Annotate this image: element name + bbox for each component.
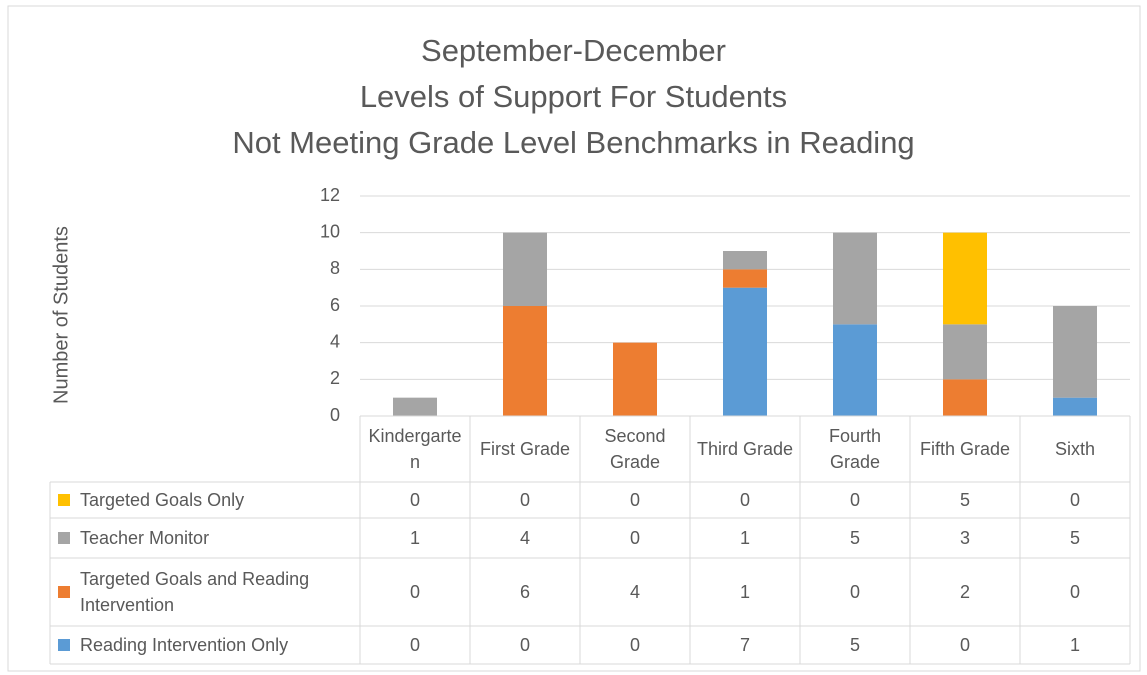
- bar-segment: [503, 232, 547, 306]
- y-tick-label: 0: [330, 405, 340, 425]
- table-value: 0: [409, 582, 420, 602]
- table-value: 0: [629, 528, 640, 548]
- table-value: 5: [1069, 528, 1080, 548]
- y-axis-label: Number of Students: [50, 226, 72, 404]
- bar-segment: [613, 342, 657, 416]
- table-value: 6: [519, 582, 530, 602]
- legend-swatch: [58, 639, 70, 651]
- category-label: Fourth Grade: [828, 426, 882, 472]
- table-value: 5: [959, 490, 970, 510]
- table-value: 0: [739, 490, 750, 510]
- y-tick-label: 6: [330, 295, 340, 315]
- series-name: Reading Intervention Only: [80, 635, 289, 655]
- chart-border: [7, 5, 1141, 672]
- table-value: 1: [409, 528, 420, 548]
- bar-segment: [503, 306, 547, 416]
- table-value: 0: [1069, 582, 1080, 602]
- category-label: First Grade: [479, 439, 571, 459]
- table-value: 5: [849, 635, 860, 655]
- y-tick-label: 2: [330, 368, 340, 388]
- series-name: Targeted Goals and Reading Intervention: [80, 569, 310, 615]
- table-value: 1: [739, 528, 750, 548]
- bar-segment: [943, 324, 987, 380]
- table-value: 0: [629, 635, 640, 655]
- table-value: 0: [519, 490, 530, 510]
- y-tick-label: 12: [320, 185, 340, 205]
- y-tick-label: 4: [330, 331, 340, 351]
- bar-segment: [1053, 397, 1097, 416]
- y-tick-label: 10: [320, 221, 340, 241]
- y-tick-label: 8: [330, 258, 340, 278]
- table-value: 3: [959, 528, 970, 548]
- series-name: Targeted Goals Only: [80, 490, 245, 510]
- table-value: 4: [519, 528, 530, 548]
- table-value: 0: [629, 490, 640, 510]
- category-label: Kindergarten: [368, 426, 462, 472]
- bar-segment: [833, 232, 877, 325]
- category-label: Sixth: [1054, 439, 1096, 459]
- category-label: Second Grade: [604, 426, 666, 472]
- table-value: 0: [1069, 490, 1080, 510]
- bar-segment: [1053, 306, 1097, 398]
- table-value: 1: [1069, 635, 1080, 655]
- bar-segment: [723, 287, 767, 416]
- table-value: 0: [849, 582, 860, 602]
- bar-segment: [723, 269, 767, 288]
- table-value: 4: [629, 582, 640, 602]
- bar-segment: [393, 397, 437, 416]
- table-value: 2: [959, 582, 970, 602]
- bar-segment: [723, 251, 767, 270]
- category-label: Third Grade: [696, 439, 794, 459]
- legend-swatch: [58, 494, 70, 506]
- bar-segment: [943, 379, 987, 416]
- table-value: 0: [959, 635, 970, 655]
- chart-title: September-December Levels of Support For…: [232, 33, 915, 160]
- category-label: Fifth Grade: [919, 439, 1011, 459]
- legend-swatch: [58, 586, 70, 598]
- table-value: 5: [849, 528, 860, 548]
- table-value: 7: [739, 635, 750, 655]
- table-value: 0: [409, 635, 420, 655]
- table-value: 0: [519, 635, 530, 655]
- bar-segment: [833, 324, 877, 416]
- table-value: 1: [739, 582, 750, 602]
- table-value: 0: [849, 490, 860, 510]
- bar-segment: [943, 232, 987, 325]
- table-value: 0: [409, 490, 420, 510]
- legend-swatch: [58, 532, 70, 544]
- series-name: Teacher Monitor: [80, 528, 210, 548]
